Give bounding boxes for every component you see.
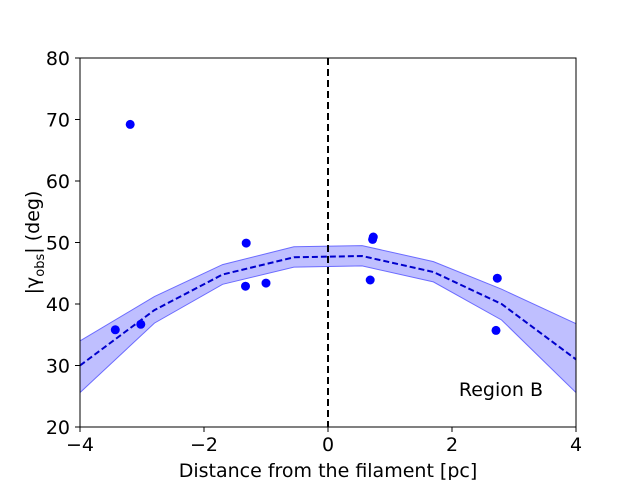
x-tick-label: −2 — [190, 434, 218, 456]
data-point — [136, 319, 146, 329]
data-point — [125, 119, 135, 129]
x-tick-label: 4 — [570, 434, 582, 456]
data-point — [365, 275, 375, 285]
y-axis-label-sub: obs — [33, 253, 48, 276]
data-point — [368, 232, 378, 242]
x-tick-label: 0 — [322, 434, 334, 456]
x-tick-label: −4 — [66, 434, 94, 456]
y-tick-label: 80 — [46, 48, 70, 70]
y-tick-label: 50 — [46, 233, 70, 255]
region-annotation: Region B — [459, 379, 543, 401]
data-point — [241, 238, 251, 248]
data-points-layer — [110, 119, 502, 335]
y-tick-label: 60 — [46, 171, 70, 193]
y-tick-label: 70 — [46, 110, 70, 132]
x-ticks: −4 −2 0 2 4 — [66, 427, 582, 456]
y-axis-label-base: |γ — [22, 277, 44, 295]
y-tick-label: 20 — [46, 417, 70, 439]
data-point — [261, 278, 271, 288]
y-axis-label: |γobs| (deg) — [22, 191, 48, 295]
y-tick-label: 30 — [46, 356, 70, 378]
x-axis-label: Distance from the filament [pc] — [179, 460, 478, 480]
y-ticks: 20 30 40 50 60 70 80 — [46, 48, 80, 439]
data-point — [492, 273, 502, 283]
data-point — [110, 325, 120, 335]
data-point — [241, 281, 250, 291]
y-tick-label: 40 — [46, 294, 70, 316]
x-tick-label: 2 — [446, 434, 458, 456]
data-point — [491, 325, 501, 335]
y-axis-label-tail: | (deg) — [22, 191, 44, 254]
